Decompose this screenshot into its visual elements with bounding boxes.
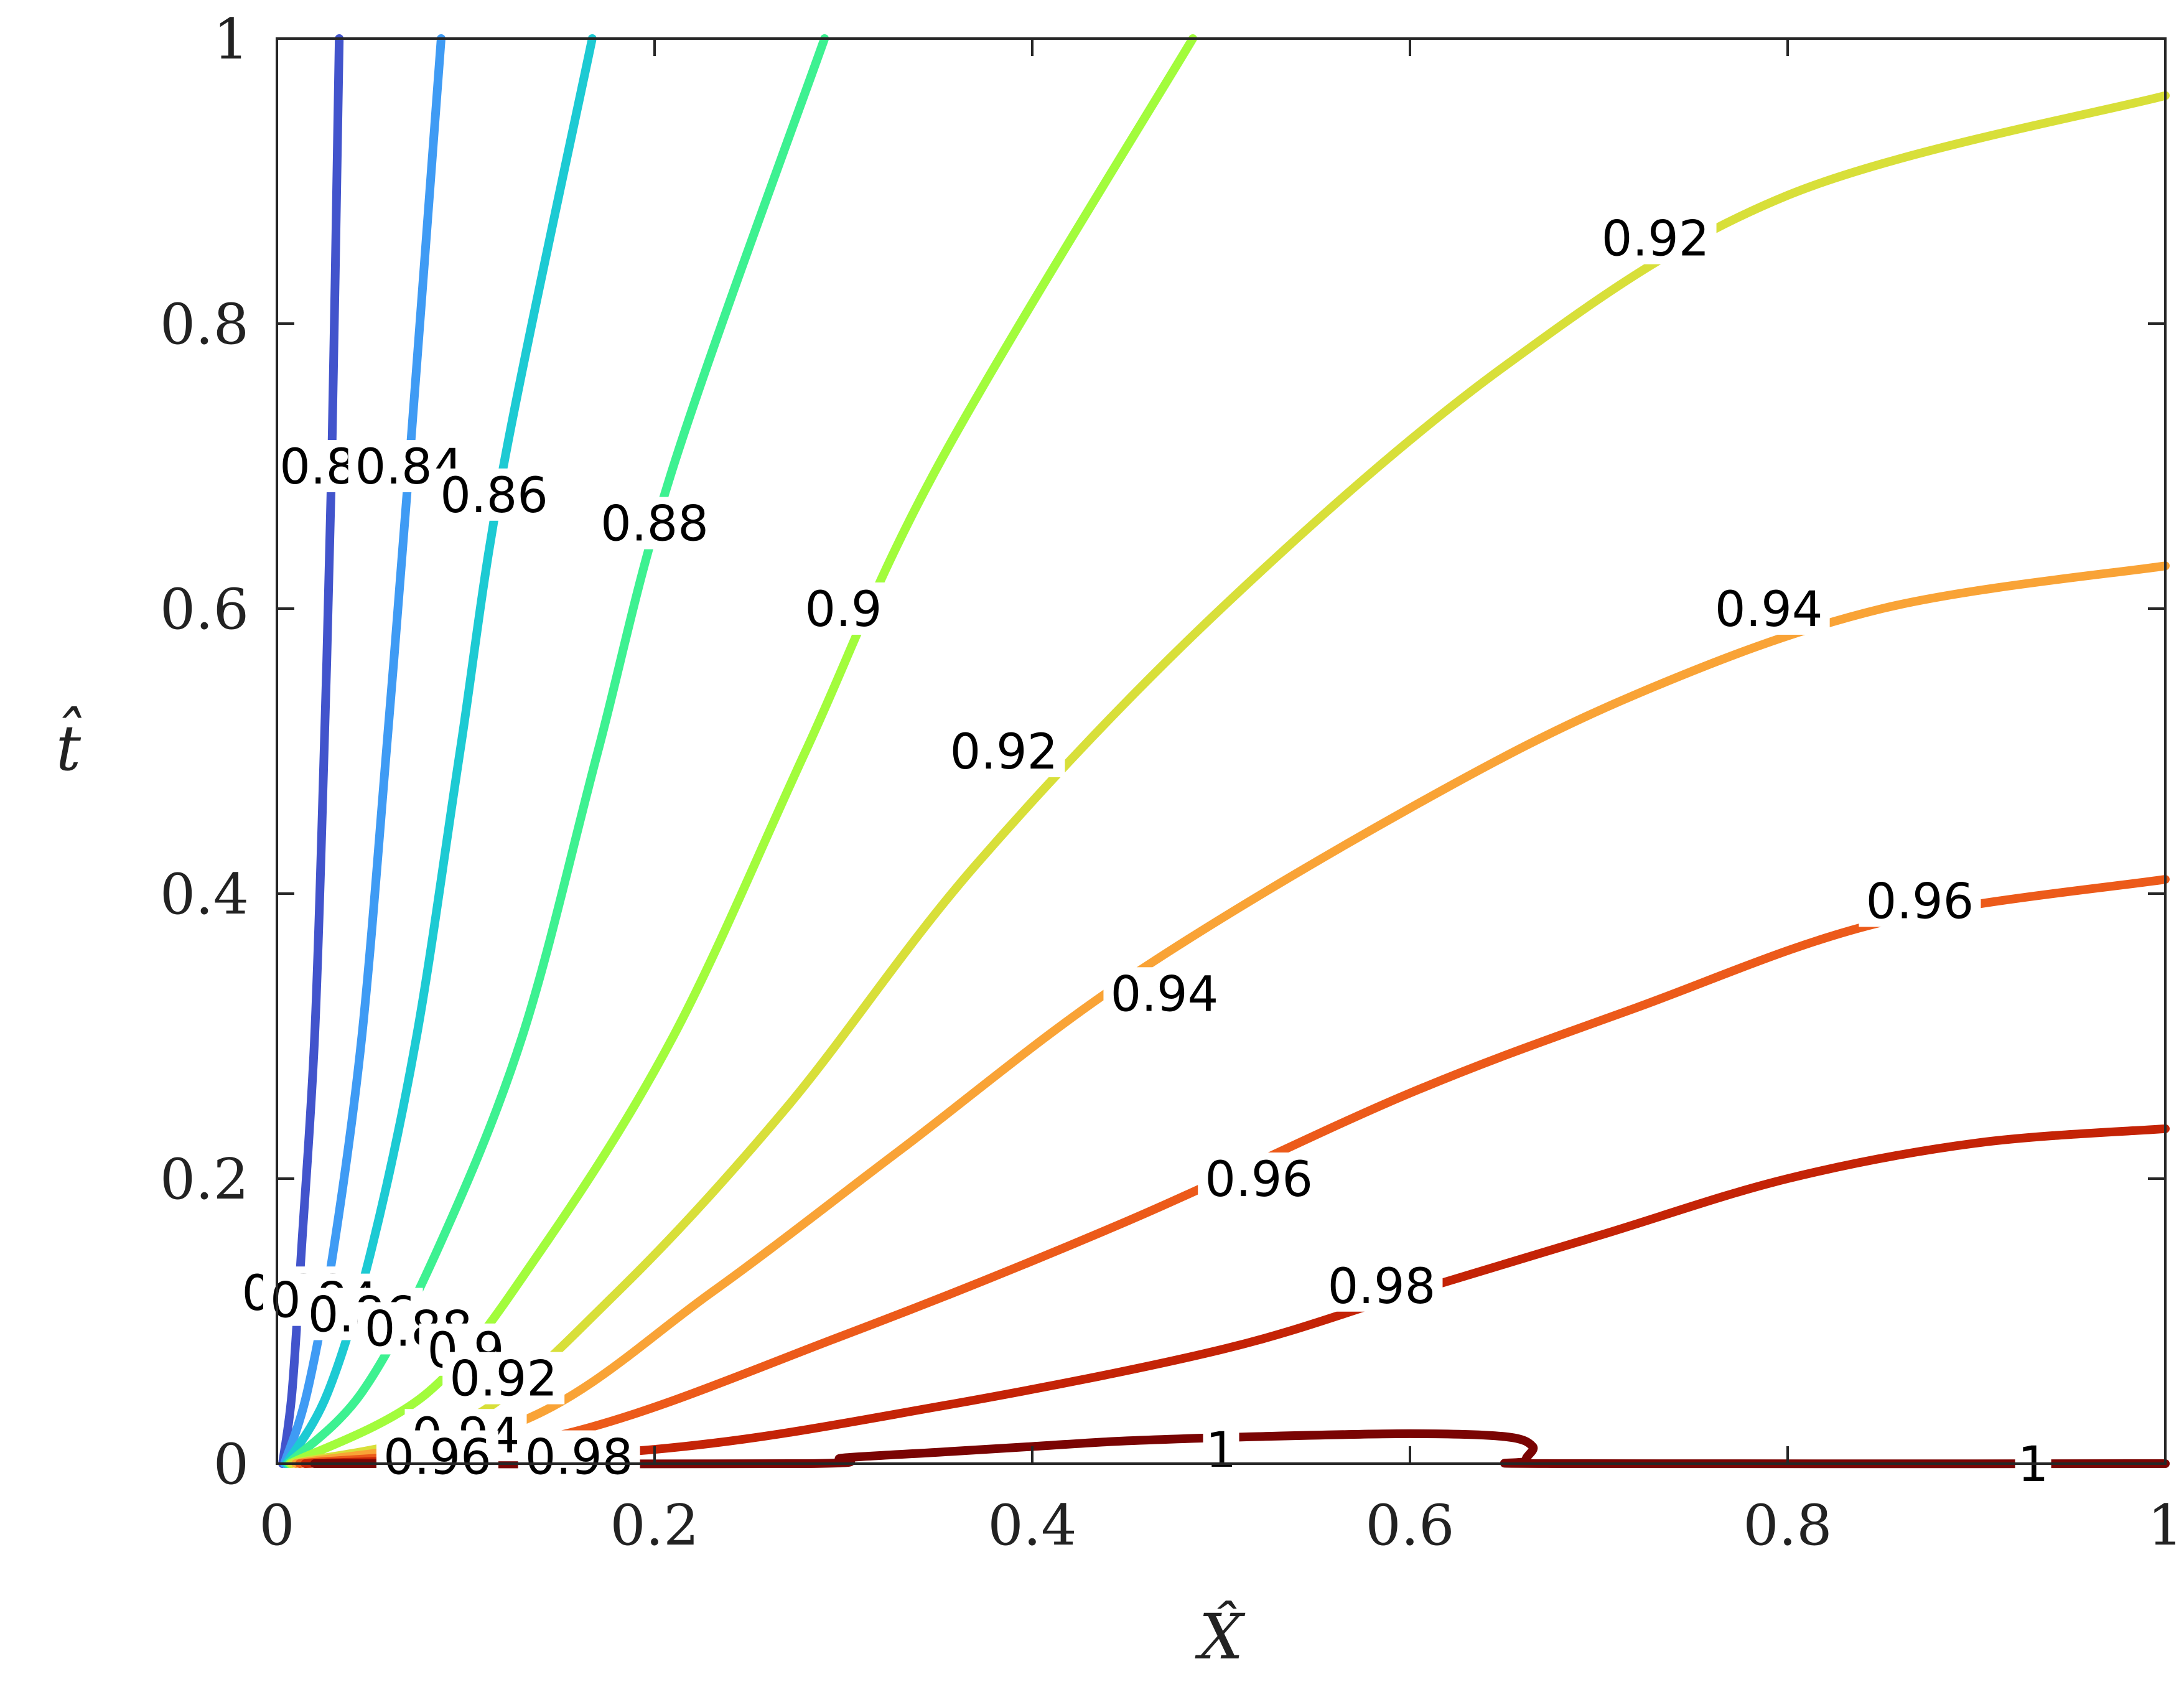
contour-label-text: 0.94 [1111,966,1219,1022]
y-tick-label: 0 [213,1432,249,1497]
contour-line-0-82 [278,34,344,1468]
contour-label: 0.92 [1594,212,1717,268]
contour-label-text: 0.92 [950,724,1058,780]
x-tick-label: 1 [2147,1493,2183,1558]
x-tick-labels: 0 0.2 0.4 0.6 0.8 1 [259,1493,2183,1558]
x-tick-label: 0.8 [1743,1493,1832,1558]
contour-label: 0.98 [518,1430,640,1486]
contour-label: 0.96 [1859,874,1981,930]
y-axis-label: t̂ [56,706,82,785]
contour-label: 0.9 [796,582,890,638]
contour-label-text: 0.96 [383,1430,492,1486]
x-tick-label: 0.6 [1365,1493,1454,1558]
contour-label: 0.94 [1103,966,1226,1022]
contour-label-background [1203,1423,1239,1476]
contour-label: 0.86 [433,468,556,524]
contour-label-text: 0.92 [449,1352,558,1408]
contour-label-background [1707,582,1830,635]
contour-label-text: 0.96 [1205,1152,1313,1208]
x-tick-label: 0.4 [987,1493,1076,1558]
contour-label-text: 0.9 [805,582,882,638]
contour-label-text: 0.94 [1715,582,1823,638]
contour-label-background [1198,1152,1320,1205]
axis-ticks [276,37,2167,1465]
contour-label-text: 0.88 [600,497,709,553]
y-tick-labels: 0 0.2 0.4 0.6 0.8 1 [160,7,249,1497]
contour-label: 0.92 [442,1352,565,1408]
contour-label-background [376,1430,498,1483]
contour-label-text: 0.92 [1602,212,1710,268]
x-tick-label: 0.2 [610,1493,699,1558]
contour-label-background [442,1352,565,1405]
contour-label-text: 0.86 [440,468,548,524]
contour-line-0-92 [287,91,2170,1468]
contour-label-background [433,468,556,521]
contour-label: 1 [1203,1423,1239,1479]
contour-label-text: 0.96 [1866,874,1974,930]
contour-labels: 0.820.840.860.880.90.920.940.960.980.920… [235,212,2051,1493]
contour-label-background [594,497,716,549]
contour-label-background [1103,967,1226,1020]
contour-line-0-86 [282,34,597,1468]
contour-label-background [518,1430,640,1483]
contour-label-text: 0.98 [525,1430,633,1486]
y-tick-label: 1 [213,7,249,72]
contour-label: 0.96 [1198,1152,1320,1208]
contour-label: 0.96 [376,1430,498,1486]
contour-label-background [1859,874,1981,927]
x-tick-label: 0 [259,1493,294,1558]
contour-label-background [796,582,890,635]
contour-label-text: 0.98 [1328,1259,1436,1315]
contour-line-0-84 [280,34,446,1468]
contour-label: 0.88 [594,497,716,553]
y-tick-label: 0.8 [160,292,249,357]
plot-area-box [276,37,2167,1465]
y-tick-label: 0.4 [160,862,249,927]
contour-label: 0.94 [1707,582,1830,638]
y-tick-label: 0.6 [160,577,249,642]
contour-label-background [1594,212,1717,264]
contour-label-background [943,725,1065,777]
x-axis-label: X̂ [1195,1601,1246,1673]
contour-label-text: 1 [1206,1423,1237,1479]
contour-label-background [1320,1259,1443,1312]
y-tick-label: 0.2 [160,1147,249,1212]
contour-label: 0.92 [943,724,1065,780]
contour-label: 0.98 [1320,1259,1443,1315]
contour-lines [278,34,2170,1469]
